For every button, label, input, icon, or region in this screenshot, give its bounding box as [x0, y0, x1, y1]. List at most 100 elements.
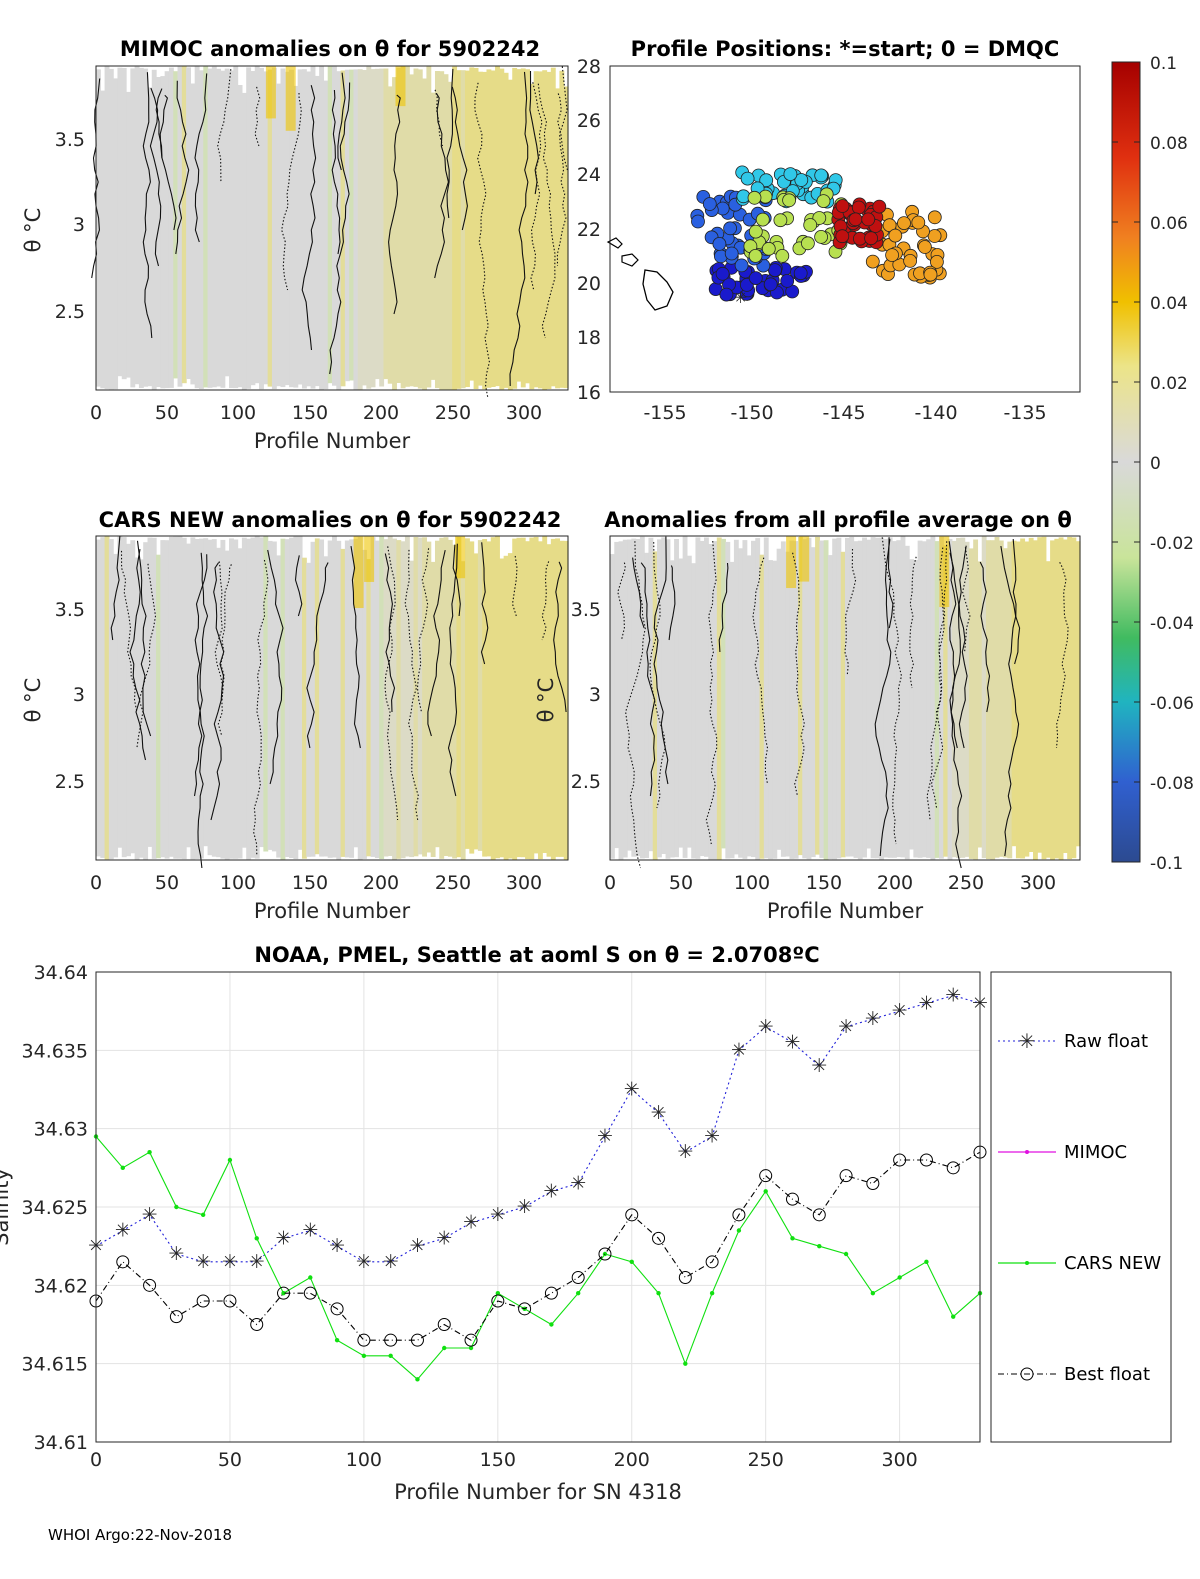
position-point [885, 248, 899, 263]
colorbar-ticks: 0.1 0.08 0.06 0.04 0.02 0 -0.02 -0.04 -0.06 -0.08… [1112, 54, 1194, 874]
legend-marker-raw: ✳ [1019, 1029, 1036, 1053]
heatmap-cell [121, 537, 127, 858]
data-point-best-float [491, 1294, 505, 1308]
heatmap-cell [362, 70, 367, 386]
heatmap-cell [990, 540, 996, 860]
allavg-xtick: 200 [877, 872, 913, 894]
data-point-raw-float: ✳ [517, 1196, 533, 1218]
heatmap-cell [130, 540, 136, 854]
heatmap-cell [220, 539, 226, 859]
data-point-cars-new [656, 1290, 661, 1296]
heatmap-cell [357, 69, 363, 390]
mimoc-xtick: 300 [506, 402, 542, 424]
heatmap-cell [353, 69, 359, 390]
data-point-raw-float: ✳ [918, 992, 934, 1014]
heatmap-cell [173, 536, 179, 859]
data-point-raw-float: ✳ [945, 985, 961, 1007]
data-point-best-float [919, 1153, 933, 1167]
heatmap-contour [1000, 546, 1021, 665]
heatmap-cell [507, 553, 513, 859]
heatmap-cell [259, 68, 264, 390]
data-point-cars-new [763, 1189, 768, 1194]
heatmap-cell [126, 91, 131, 378]
data-point-raw-float: ✳ [838, 1016, 854, 1038]
heatmap-cell [409, 74, 415, 387]
data-point-cars-new [147, 1149, 152, 1155]
heatmap-cell [943, 545, 949, 857]
heatmap-contour [120, 550, 138, 713]
heatmap-cell [704, 537, 709, 857]
legend-label-mimoc: MIMOC [1064, 1142, 1127, 1163]
salinity-xtick: 300 [882, 1449, 918, 1471]
heatmap-cell [968, 548, 974, 859]
heatmap-contour [480, 542, 489, 665]
heatmap-cell [293, 536, 299, 860]
heatmap-cell [241, 92, 247, 390]
heatmap-contour [874, 539, 892, 857]
heatmap-cell [151, 537, 157, 859]
mimoc-xlabel: Profile Number [254, 429, 411, 453]
heatmap-cell [1075, 541, 1081, 847]
heatmap-cell [349, 69, 355, 381]
data-point-best-float [277, 1286, 291, 1300]
heatmap-contour [384, 553, 396, 713]
cars-ytick: 2.5 [55, 771, 85, 793]
cars-xlabel: Profile Number [254, 899, 411, 923]
data-point-best-float [571, 1271, 585, 1284]
data-point-cars-new [951, 1314, 956, 1319]
heatmap-cell [134, 66, 140, 385]
data-point-cars-new [227, 1157, 233, 1163]
heatmap-cell [151, 69, 157, 390]
heatmap-cell [198, 70, 204, 389]
heatmap-cell [469, 67, 475, 381]
data-point-raw-float: ✳ [115, 1220, 131, 1242]
heatmap-contour [210, 562, 225, 821]
cars-title: CARS NEW anomalies on θ for 5902242 [99, 508, 562, 532]
heatmap-cell [661, 537, 667, 854]
colorbar-tick-label: 0.06 [1150, 214, 1188, 234]
heatmap-cell [520, 537, 526, 858]
heatmap-cell [263, 536, 269, 852]
heatmap-cell [190, 83, 196, 385]
salinity-xtick: 100 [346, 1449, 382, 1471]
positions-ytick: 22 [577, 219, 601, 241]
heatmap-cell [160, 540, 166, 858]
heatmap-cell [930, 536, 936, 860]
heatmap-cell [887, 537, 893, 858]
heatmap-cell [400, 541, 406, 859]
cars-xtick: 100 [220, 872, 256, 894]
position-point [748, 248, 763, 263]
heatmap-cell [763, 537, 769, 859]
position-point [848, 212, 863, 227]
data-point-best-float [946, 1161, 960, 1175]
cars-heatmap [96, 536, 569, 869]
colorbar-tick-label: -0.04 [1150, 614, 1194, 634]
heatmap-cell [870, 537, 876, 859]
data-point-best-float [866, 1177, 880, 1190]
heatmap-cell [614, 541, 620, 849]
allavg-xtick: 150 [806, 872, 842, 894]
allavg-xlabel: Profile Number [767, 899, 924, 923]
data-point-raw-float: ✳ [677, 1141, 693, 1163]
heatmap-contour [350, 546, 361, 749]
heatmap-cell [674, 539, 679, 858]
data-point-best-float [330, 1302, 344, 1316]
heatmap-cell [336, 540, 342, 860]
heatmap-cell [960, 537, 966, 858]
heatmap-cell [246, 538, 252, 860]
salinity-xtick: 150 [480, 1449, 516, 1471]
heatmap-contour [175, 80, 190, 255]
heatmap-cell [143, 542, 149, 860]
heatmap-contour [1055, 562, 1069, 749]
heatmap-cell [340, 548, 346, 857]
data-point-raw-float: ✳ [436, 1227, 452, 1249]
heatmap-cell [516, 537, 522, 858]
heatmap-cell [699, 540, 705, 857]
heatmap-cell [708, 544, 714, 860]
heatmap-contour [142, 72, 153, 339]
data-point-raw-float: ✳ [195, 1251, 211, 1273]
positions-xtick: -135 [1003, 402, 1046, 424]
position-point [911, 215, 926, 230]
heatmap-cell [525, 69, 530, 384]
heatmap-cell [853, 541, 859, 858]
